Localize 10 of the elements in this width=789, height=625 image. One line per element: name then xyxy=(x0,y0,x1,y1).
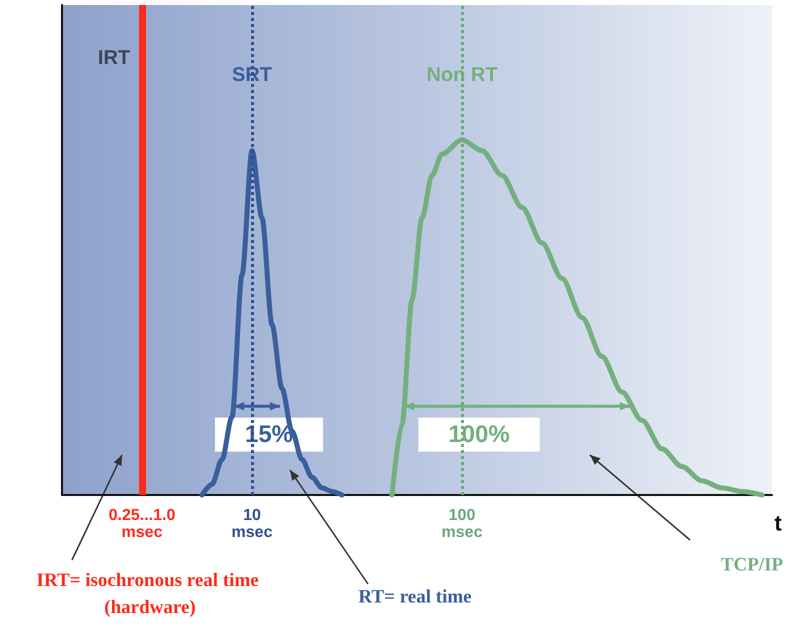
x-tick-label: 0.25...1.0 msec xyxy=(108,507,176,541)
x-tick-label: 100 msec xyxy=(442,507,483,541)
text: TCP/IP xyxy=(720,554,784,576)
x-axis-title: t xyxy=(774,510,782,536)
text: IRT= isochronous real time (hardware) xyxy=(36,570,264,618)
text: SRT xyxy=(232,64,272,86)
annotation: 100% xyxy=(448,421,510,448)
text: RT= real time xyxy=(358,586,472,608)
ref-line-label: IRT xyxy=(98,47,130,69)
x-tick-label: 10 msec xyxy=(232,507,273,541)
